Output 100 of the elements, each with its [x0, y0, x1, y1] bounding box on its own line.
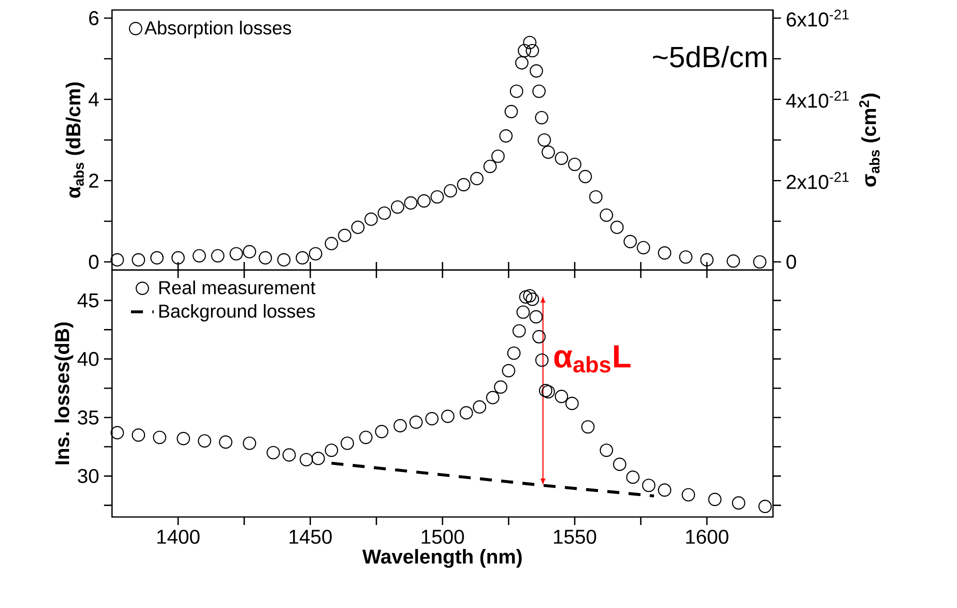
point [726, 254, 740, 268]
point [390, 200, 404, 214]
point [430, 190, 444, 204]
point [266, 446, 280, 460]
point [636, 240, 650, 254]
point [282, 448, 296, 462]
point [519, 290, 532, 304]
point [491, 150, 505, 163]
point [538, 133, 551, 147]
point [312, 452, 325, 466]
x-tick-label: 1550 [554, 530, 596, 544]
point [351, 220, 365, 234]
y-axis-title: Ins. losses(dB) [54, 322, 74, 464]
point [359, 430, 372, 444]
point [529, 310, 543, 324]
point [470, 172, 484, 186]
y-tick-label: 40 [78, 352, 98, 366]
point [338, 228, 352, 242]
point [753, 255, 766, 269]
point [581, 420, 595, 434]
point [502, 364, 516, 378]
point [542, 385, 555, 398]
point [535, 353, 549, 367]
x-tick-label: 1600 [686, 530, 728, 544]
point [523, 36, 536, 50]
annotation: α$_{abs}$L [554, 345, 631, 373]
point [324, 444, 338, 457]
point [378, 206, 392, 220]
point [300, 452, 314, 466]
point [523, 289, 536, 302]
point [176, 432, 190, 446]
point [375, 424, 388, 438]
point [642, 478, 656, 492]
annotation: ~5dB/cm [653, 46, 766, 68]
y2-tick-label: 0 [786, 254, 796, 269]
y-tick-label: 30 [78, 468, 98, 484]
point [534, 110, 548, 124]
point [658, 483, 672, 497]
point [340, 436, 354, 450]
y2-axis-title: σ$_{abs}$ (cm$^{2}$) [859, 94, 880, 187]
point [277, 253, 291, 267]
point [494, 380, 508, 394]
point [152, 430, 166, 444]
point [409, 416, 423, 429]
point [518, 44, 532, 58]
point [530, 64, 544, 78]
point [460, 406, 473, 420]
y-axis-title: α$_{abs}$ (dB/cm) [66, 82, 84, 198]
point [679, 250, 692, 264]
point [612, 458, 626, 471]
point [515, 56, 528, 70]
point [110, 426, 124, 440]
point [554, 152, 568, 165]
point [486, 390, 500, 404]
point [504, 104, 518, 118]
point [600, 444, 614, 457]
point [242, 245, 256, 258]
point [708, 492, 722, 506]
y-tick-label: 0 [88, 254, 98, 269]
point [507, 346, 521, 360]
point [472, 400, 486, 414]
point [230, 247, 243, 260]
point [516, 305, 530, 319]
x-tick-label: 1500 [422, 530, 464, 544]
y2-tick-label: 4x10$^{-21}$ [786, 90, 849, 108]
point [578, 170, 592, 184]
point [150, 251, 164, 264]
point [554, 390, 568, 404]
legend-label: Background losses [159, 304, 315, 322]
point [600, 208, 614, 222]
point [624, 234, 637, 248]
point [700, 253, 714, 267]
point [526, 44, 540, 58]
y2-tick-label: 2x10$^{-21}$ [786, 172, 849, 190]
point [364, 212, 378, 226]
point [499, 129, 513, 143]
point [198, 434, 212, 448]
point [568, 158, 582, 172]
point [441, 410, 454, 423]
point [532, 84, 546, 98]
y2-tick-label: 6x10$^{-21}$ [786, 10, 849, 27]
x-axis-title: Wavelength (nm) [362, 549, 522, 568]
point [526, 292, 540, 306]
point [626, 470, 640, 484]
point [510, 84, 524, 98]
point [758, 500, 772, 514]
legend-label: Absorption losses [144, 20, 292, 38]
point [658, 246, 672, 260]
y-tick-label: 6 [89, 11, 98, 26]
point [219, 435, 232, 449]
point [444, 184, 458, 198]
point [394, 419, 407, 432]
point [532, 330, 546, 344]
point [512, 324, 526, 338]
x-tick-label: 1400 [157, 530, 200, 544]
point [404, 196, 418, 210]
point [456, 178, 470, 192]
point [610, 220, 624, 234]
point [538, 384, 552, 398]
y-tick-label: 4 [88, 92, 99, 106]
